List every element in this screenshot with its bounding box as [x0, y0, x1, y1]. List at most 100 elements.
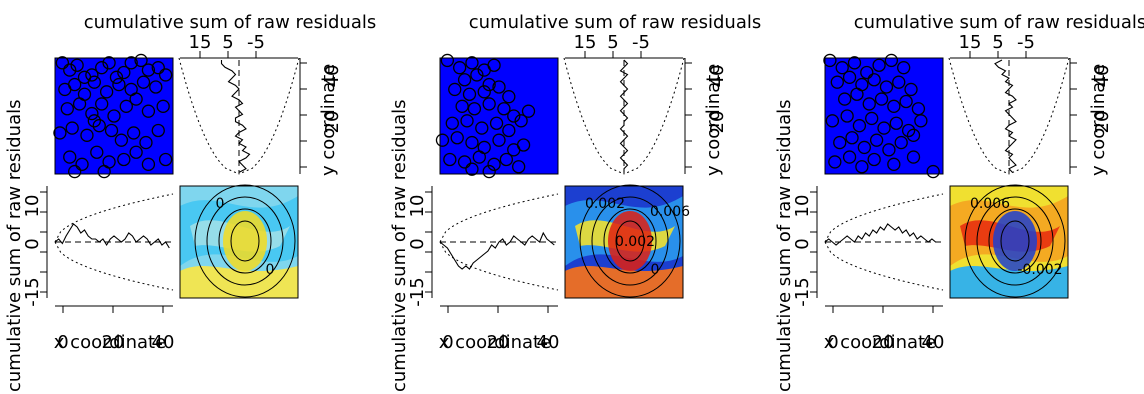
data-point	[92, 119, 106, 133]
data-point	[492, 133, 506, 147]
side-axis-title: cumulative sum of raw residuals	[389, 100, 410, 392]
data-point	[119, 99, 133, 113]
contour-label: 0.006	[970, 196, 1010, 212]
envelope-upper	[439, 193, 559, 243]
data-point	[87, 114, 101, 128]
data-point	[85, 106, 99, 121]
contour-line	[603, 208, 657, 274]
data-point	[857, 140, 871, 155]
contour-line	[194, 184, 296, 298]
data-point	[489, 116, 504, 130]
x-cumulative-residual-curve	[824, 223, 940, 246]
contour-label: 0	[266, 262, 275, 278]
top-axis-title: cumulative sum of raw residuals	[854, 12, 1144, 33]
data-point	[845, 131, 859, 145]
contour-line	[218, 208, 272, 274]
x-tick-label: 20	[487, 332, 510, 353]
data-point	[435, 133, 450, 147]
contour-label: 0	[651, 262, 660, 278]
data-point	[129, 92, 143, 106]
data-point	[75, 157, 89, 171]
data-point	[835, 61, 849, 75]
data-point	[867, 73, 881, 87]
contour-label: 0.002	[615, 234, 655, 250]
envelope-upper	[824, 193, 944, 243]
x-tick-label: 0	[57, 332, 68, 353]
heatmap-frame	[564, 185, 684, 299]
data-point	[914, 114, 928, 128]
top-tick-label: 15	[574, 32, 597, 53]
data-point	[882, 143, 896, 157]
y-tick-label: 40	[707, 65, 728, 88]
x-tick-label: 40	[152, 332, 175, 353]
side-tick-label: -15	[792, 277, 813, 306]
side-axis-title: cumulative sum of raw residuals	[774, 100, 795, 392]
data-point	[487, 58, 501, 72]
envelope-lower	[54, 241, 174, 291]
y-tick-label: 20	[322, 111, 343, 134]
data-point	[477, 85, 491, 99]
y-tick-label: 20	[1092, 111, 1113, 134]
data-point	[141, 157, 156, 171]
data-point	[65, 121, 79, 135]
data-point	[855, 160, 869, 174]
contour-line	[1000, 220, 1030, 262]
data-point	[906, 150, 921, 164]
data-point	[457, 73, 472, 87]
side-tick-label: -15	[407, 277, 428, 306]
data-point	[90, 145, 104, 159]
data-point	[487, 157, 501, 171]
y-axis-title: y coordinate	[1088, 64, 1109, 176]
data-point	[453, 61, 467, 75]
data-point	[68, 77, 82, 92]
contour-line	[206, 196, 284, 286]
data-point	[467, 102, 482, 116]
data-point	[475, 121, 489, 135]
data-point	[465, 135, 479, 150]
y-tick-label: 40	[322, 65, 343, 88]
heatmap-region	[180, 266, 298, 298]
data-point	[823, 53, 837, 68]
heatmap-peak	[608, 211, 652, 271]
data-point	[445, 116, 459, 130]
x-tick-label: 20	[102, 332, 125, 353]
data-point	[887, 99, 901, 113]
envelope-right	[623, 57, 685, 175]
top-tick-label: 5	[992, 32, 1003, 53]
contour-line	[615, 220, 645, 262]
data-point	[879, 80, 894, 94]
data-point	[514, 114, 528, 128]
top-tick-label: -5	[632, 32, 650, 53]
side-tick-label: 10	[22, 195, 43, 218]
envelope-left	[563, 57, 625, 175]
data-point	[497, 102, 511, 116]
data-point	[897, 61, 911, 75]
data-point	[85, 68, 99, 82]
data-point	[906, 128, 921, 142]
contour-line	[988, 208, 1042, 274]
data-point	[99, 85, 114, 99]
x-axis-title: x coordinate	[54, 332, 166, 353]
data-point	[894, 135, 908, 150]
data-point	[156, 99, 170, 113]
data-point	[833, 135, 847, 150]
y-axis-title: y coordinate	[318, 64, 339, 176]
heatmap-peak	[223, 211, 267, 271]
contour-line	[976, 196, 1054, 286]
data-point	[462, 87, 477, 101]
point-pattern-window	[439, 57, 559, 175]
x-tick-label: 40	[537, 332, 560, 353]
contour-line	[964, 184, 1066, 298]
data-point	[457, 155, 472, 169]
contour-label: 0	[216, 196, 225, 212]
y-tick-label: 40	[1092, 65, 1113, 88]
top-axis-title: cumulative sum of raw residuals	[469, 12, 761, 33]
data-point	[482, 77, 496, 92]
data-point	[926, 164, 940, 179]
heatmap-peak	[993, 211, 1037, 271]
data-point	[472, 150, 486, 164]
top-axis-title: cumulative sum of raw residuals	[84, 12, 376, 33]
side-tick-label: 10	[792, 195, 813, 218]
data-point	[867, 152, 881, 167]
